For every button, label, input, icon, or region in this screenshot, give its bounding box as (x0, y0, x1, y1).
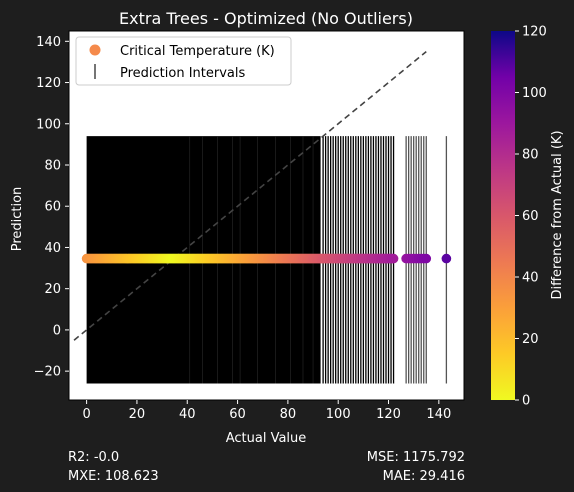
colorbar-tick-label: 60 (522, 209, 539, 224)
metric-r2: R2: -0.0 (68, 450, 119, 465)
x-tick-label: 100 (326, 407, 351, 422)
x-tick-label: 140 (426, 407, 451, 422)
y-tick-label: 40 (44, 241, 61, 256)
x-tick-label: 20 (129, 407, 146, 422)
y-tick-label: 80 (44, 158, 61, 173)
legend-marker-dot-icon (89, 44, 101, 56)
y-tick-label: 140 (36, 35, 61, 50)
metric-mxe: MXE: 108.623 (68, 469, 159, 484)
legend-label-scatter: Critical Temperature (K) (120, 44, 275, 59)
y-tick-label: 20 (44, 282, 61, 297)
plot-frame (68, 30, 465, 401)
colorbar-tick-label: 80 (522, 148, 539, 163)
x-axis: 0 20 40 60 80 100 120 140 (82, 400, 451, 422)
colorbar-tick-label: 100 (522, 86, 547, 101)
scatter-point (388, 253, 399, 264)
legend-box (75, 36, 292, 86)
y-tick-label: 120 (36, 76, 61, 91)
colorbar-tick-label: 40 (522, 271, 539, 286)
x-tick-label: 120 (376, 407, 401, 422)
scatter-point (441, 253, 452, 264)
y-tick-label: −20 (34, 365, 61, 380)
scatter-series (81, 253, 452, 264)
colorbar-label: Difference from Actual (K) (550, 130, 565, 299)
colorbar-axis: 0 20 40 60 80 100 120 (515, 25, 547, 409)
x-tick-label: 60 (229, 407, 246, 422)
metric-mae: MAE: 29.416 (383, 469, 465, 484)
x-tick-label: 80 (280, 407, 297, 422)
x-tick-label: 0 (82, 407, 90, 422)
x-tick-label: 40 (179, 407, 196, 422)
colorbar-tick-label: 0 (522, 394, 530, 409)
x-axis-label: Actual Value (226, 431, 307, 446)
y-tick-label: 60 (44, 200, 61, 215)
chart-title: Extra Trees - Optimized (No Outliers) (119, 9, 413, 28)
metric-mse: MSE: 1175.792 (367, 450, 465, 465)
y-tick-label: 100 (36, 117, 61, 132)
legend: Critical Temperature (K) Prediction Inte… (75, 36, 292, 86)
colorbar-tick-label: 20 (522, 332, 539, 347)
y-axis: −20 0 20 40 60 80 100 120 140 (34, 35, 69, 380)
legend-label-interval: Prediction Intervals (120, 66, 245, 81)
scatter-point (421, 253, 432, 264)
reference-line (73, 50, 427, 341)
colorbar-tick-label: 120 (522, 25, 547, 40)
y-axis-label: Prediction (10, 187, 25, 252)
colorbar (491, 31, 515, 400)
y-tick-label: 0 (53, 323, 61, 338)
